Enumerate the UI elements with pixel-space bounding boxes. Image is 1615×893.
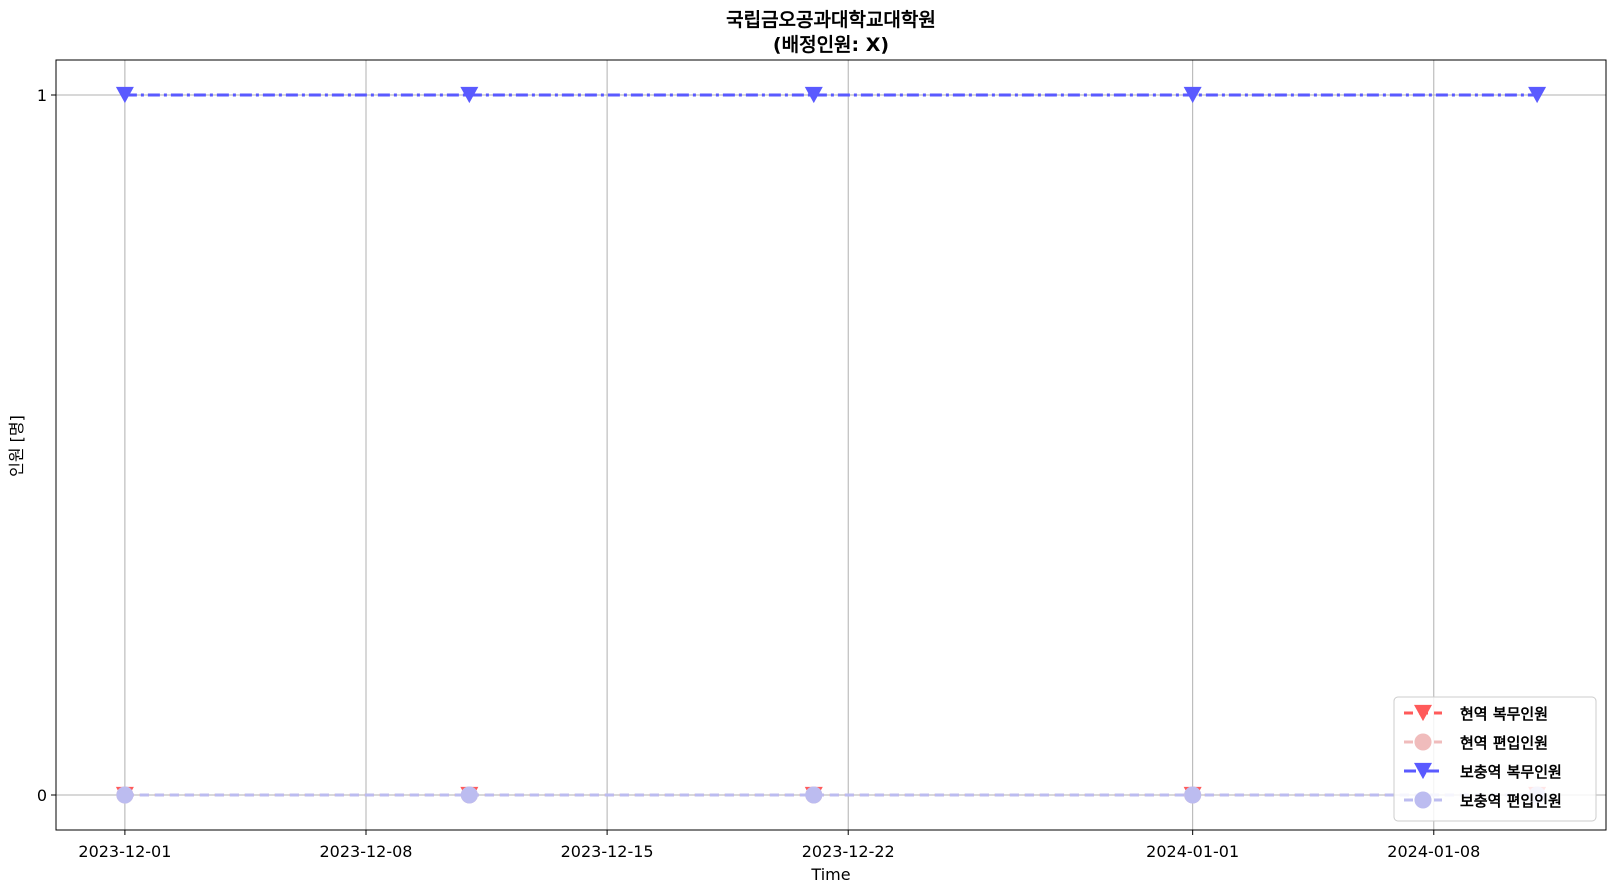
series-3 (115, 86, 1547, 104)
plot-area-frame (55, 59, 1607, 831)
y-tick-label: 1 (37, 86, 47, 105)
data-point (805, 786, 823, 804)
legend-label: 보충역 복무인원 (1460, 763, 1562, 781)
legend-entry: 현역 편입인원 (1404, 733, 1548, 752)
data-point (115, 86, 134, 104)
y-tick-label: 0 (37, 786, 47, 805)
y-axis-label: 인원 [명] (7, 415, 26, 477)
series-layer (115, 86, 1547, 804)
legend-entry: 보충역 복무인원 (1404, 762, 1562, 781)
legend-marker (1414, 762, 1432, 780)
legend-marker (1414, 704, 1432, 722)
legend-label: 현역 복무인원 (1460, 705, 1548, 723)
legend-marker (1414, 733, 1432, 751)
legend-label: 현역 편입인원 (1460, 734, 1548, 752)
data-point (1184, 786, 1202, 804)
x-tick-label: 2024-01-08 (1387, 842, 1480, 861)
data-point (460, 86, 479, 104)
grid-lines (56, 60, 1606, 830)
chart-title: 국립금오공과대학교대학원 (726, 9, 936, 31)
x-tick-label: 2023-12-08 (320, 842, 413, 861)
x-tick-label: 2023-12-01 (78, 842, 171, 861)
x-tick-label: 2024-01-01 (1146, 842, 1239, 861)
chart-subtitle: (배정인원: X) (773, 34, 889, 56)
legend-label: 보충역 편입인원 (1460, 792, 1562, 810)
series-4 (116, 786, 1546, 804)
legend-marker (1414, 791, 1432, 809)
data-point (116, 786, 134, 804)
legend-box (1393, 696, 1597, 822)
data-point (1183, 86, 1202, 104)
axis-ticks: 2023-12-01 2023-12-08 2023-12-15 2023-12-22… (37, 86, 1480, 861)
data-point (460, 786, 478, 804)
legend-entry: 보충역 편입인원 (1404, 791, 1562, 810)
x-axis-label: Time (810, 865, 850, 884)
x-tick-label: 2023-12-15 (561, 842, 654, 861)
legend-entry: 현역 복무인원 (1404, 704, 1548, 723)
data-point (1528, 86, 1547, 104)
x-tick-label: 2023-12-22 (802, 842, 895, 861)
data-point (804, 86, 823, 104)
